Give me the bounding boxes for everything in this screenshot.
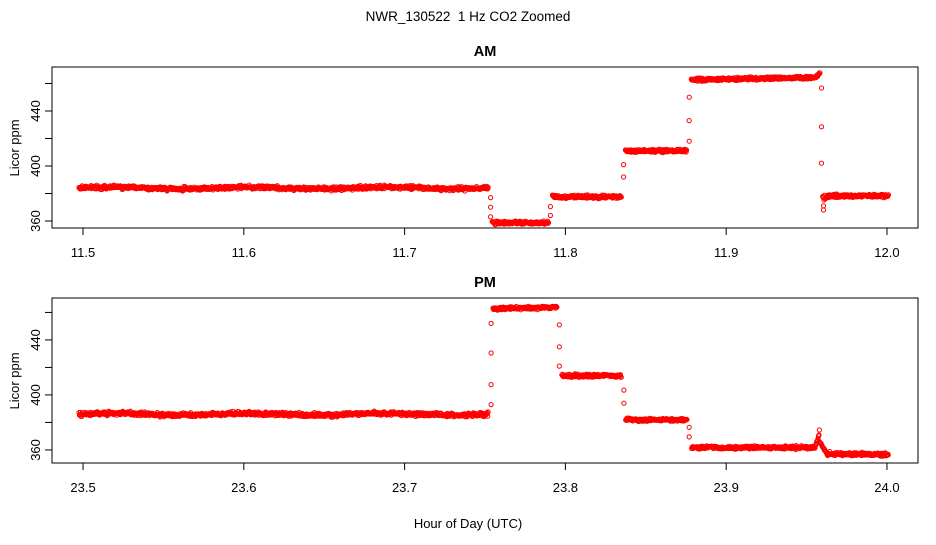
- x-axis-label: Hour of Day (UTC): [414, 516, 522, 531]
- y-tick-label: 400: [28, 384, 43, 406]
- x-tick-label: 11.6: [232, 245, 256, 260]
- y-tick-label: 440: [28, 329, 43, 351]
- figure-title: NWR_130522 1 Hz CO2 Zoomed: [366, 9, 571, 24]
- data-points: [76, 303, 891, 459]
- x-tick-label: 11.8: [553, 245, 577, 260]
- pm-panel: 23.5 23.6 23.7 23.8 23.9 24.0 360 400 440: [28, 297, 919, 495]
- plot-box: [51, 66, 919, 229]
- am-y-axis-label: Licor ppm: [7, 119, 22, 176]
- x-tick-label: 23.5: [70, 480, 95, 495]
- pm-panel-title: PM: [474, 275, 496, 291]
- x-tick-label: 11.7: [392, 245, 416, 260]
- data-points: [76, 70, 892, 228]
- x-tick-label: 24.0: [874, 480, 899, 495]
- x-tick-label: 23.9: [714, 480, 739, 495]
- x-tick-label: 11.9: [714, 245, 738, 260]
- am-panel: 11.5 11.6 11.7 11.8 11.9 12.0 360 400 440: [28, 66, 919, 260]
- y-tick-label: 360: [28, 210, 43, 232]
- x-tick-label: 23.7: [392, 480, 417, 495]
- x-tick-label: 23.8: [553, 480, 578, 495]
- am-panel-title: AM: [474, 44, 497, 60]
- pm-y-axis-label: Licor ppm: [7, 352, 22, 409]
- x-tick-label: 23.6: [231, 480, 256, 495]
- y-tick-label: 360: [28, 439, 43, 461]
- x-tick-label: 11.5: [71, 245, 95, 260]
- y-tick-label: 400: [28, 155, 43, 177]
- y-tick-label: 440: [28, 100, 43, 122]
- plot-box: [51, 297, 919, 464]
- x-tick-label: 12.0: [874, 245, 899, 260]
